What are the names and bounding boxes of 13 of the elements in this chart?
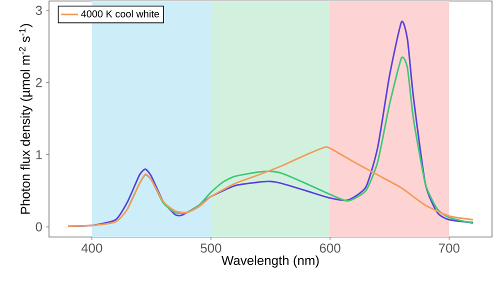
x-tick-label: 400 [81, 244, 102, 253]
line-series [126, 57, 474, 224]
y-tick-label: 1 [36, 150, 42, 160]
y-axis-title: Photon flux density (µmol m$^{-2}$ s$^{-1}$) [19, 24, 32, 214]
line-series [67, 146, 474, 227]
x-axis-title: Wavelength (nm) [222, 256, 319, 268]
x-tick-label: 600 [320, 244, 340, 253]
y-tick-label: 2 [36, 78, 42, 88]
x-tick-label: 700 [439, 244, 460, 253]
y-tick-label: 3 [36, 6, 42, 15]
y-tick-label: 0 [36, 222, 42, 232]
x-tick-label: 500 [200, 244, 222, 253]
legend-label: 4000 K cool white [81, 10, 160, 18]
